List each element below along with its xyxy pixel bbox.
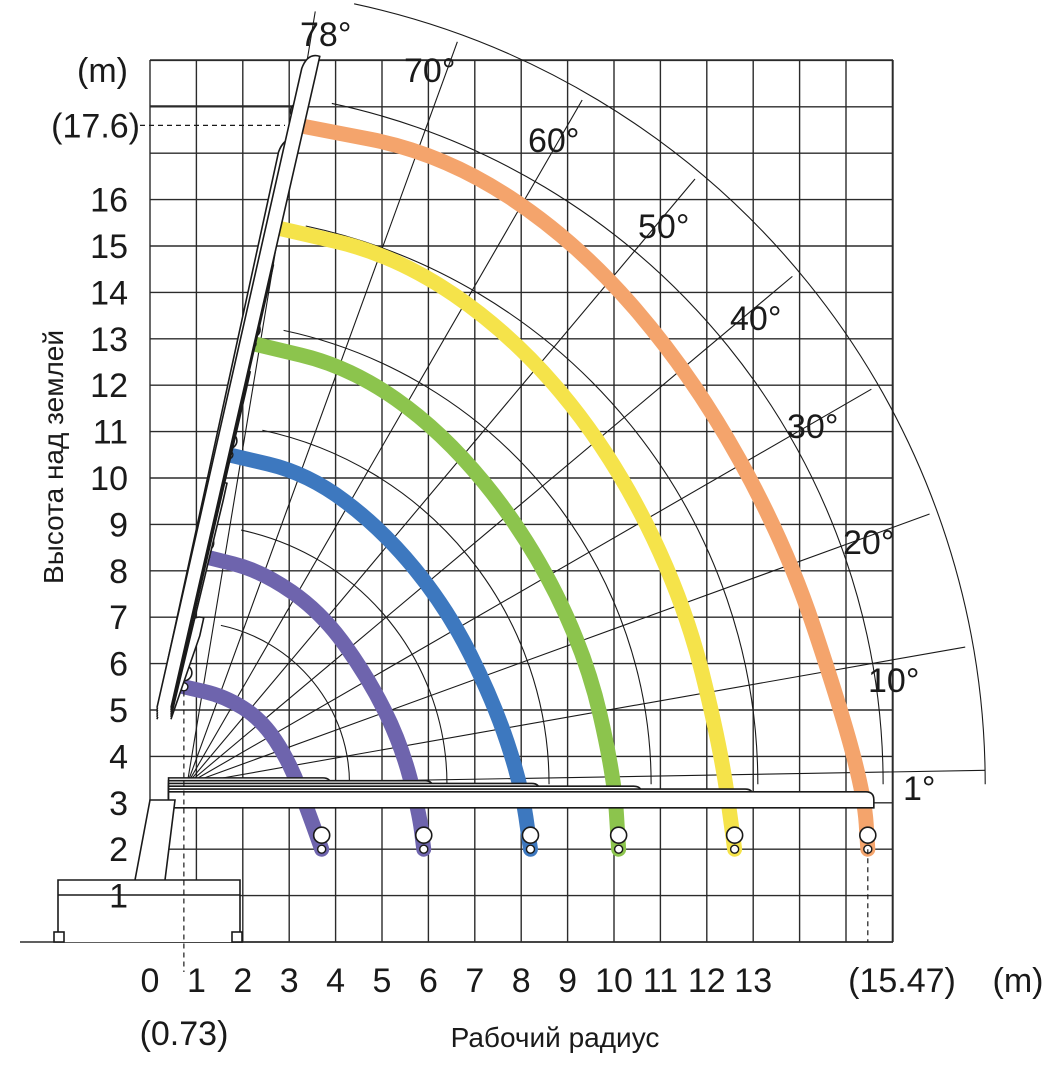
horizontal-boom-6 <box>167 791 875 809</box>
y-tick-label: 1 <box>109 878 128 916</box>
raised-boom-6 <box>156 54 321 708</box>
x-tick-label: 4 <box>326 962 345 1000</box>
radial-line-70-deg <box>186 41 458 785</box>
x-tick-label: 9 <box>558 962 577 1000</box>
angle-label-78-deg: 78° <box>300 16 351 54</box>
radial-line-40-deg <box>186 275 793 785</box>
angle-label-70-deg: 70° <box>404 52 455 90</box>
y-tick-label: 2 <box>109 831 128 869</box>
hook-block-icon <box>521 826 540 845</box>
envelope-arc-5 <box>305 225 759 785</box>
radial-line-60-deg <box>186 99 583 785</box>
boom-drawings <box>156 54 875 809</box>
x-tick-label-max: (15.47) <box>848 962 956 1000</box>
angle-label-60-deg: 60° <box>528 122 579 160</box>
outrigger-foot-left <box>53 931 65 943</box>
hook-block-icon <box>725 826 744 845</box>
trajectory-series-4 <box>244 335 627 857</box>
y-tick-label: 4 <box>109 738 128 776</box>
angle-label-50-deg: 50° <box>638 208 689 246</box>
y-tick-label-max: (17.6) <box>51 107 140 145</box>
y-tick-label: 6 <box>109 646 128 684</box>
x-tick-label: 10 <box>595 962 633 1000</box>
y-tick-label: 12 <box>90 367 128 405</box>
radial-line-30-deg <box>186 388 872 785</box>
x-tick-label: 12 <box>688 962 726 1000</box>
y-tick-label: 15 <box>90 228 128 266</box>
trajectory-series-2 <box>198 549 432 857</box>
y-axis-title: Высота над землей <box>38 330 69 584</box>
y-tick-label: 13 <box>90 321 128 359</box>
angle-label-40-deg: 40° <box>730 300 781 338</box>
angle-label-10-deg: 10° <box>868 662 919 700</box>
hook-icon <box>419 844 429 854</box>
angle-label-1-deg: 1° <box>903 770 936 808</box>
hook-icon <box>525 844 536 854</box>
y-tick-label: 9 <box>109 506 128 544</box>
x-tick-label: 3 <box>280 962 299 1000</box>
y-tick-label: 16 <box>90 182 128 220</box>
x-tick-label-min: (0.73) <box>140 1015 229 1053</box>
x-tick-label: 6 <box>419 962 438 1000</box>
hook-block-icon <box>414 826 433 845</box>
angle-label-20-deg: 20° <box>843 524 894 562</box>
y-tick-label: 11 <box>93 414 128 452</box>
trajectory-series-3 <box>221 447 538 857</box>
hook-block-icon <box>859 826 877 845</box>
x-tick-label: 13 <box>734 962 772 1000</box>
x-tick-label: 1 <box>187 962 206 1000</box>
truck-base <box>53 124 869 972</box>
x-unit-label: (m) <box>993 962 1044 1000</box>
hook-block-icon <box>609 826 628 845</box>
outer-envelope-arc <box>353 3 986 785</box>
outrigger-foot-right <box>231 931 243 943</box>
x-tick-label: 0 <box>141 962 160 1000</box>
x-tick-label: 11 <box>643 962 678 1000</box>
hook-block-icon <box>312 826 331 845</box>
boom-envelope-arcs <box>220 3 986 785</box>
y-tick-label: 3 <box>109 785 128 823</box>
trajectory-series-6 <box>290 117 876 857</box>
trajectory-series-5 <box>267 219 743 857</box>
y-tick-label: 10 <box>90 460 128 498</box>
y-tick-label: 14 <box>90 274 128 312</box>
radial-line-20-deg <box>186 513 930 785</box>
y-tick-label: 8 <box>109 553 128 591</box>
envelope-arc-6 <box>331 102 884 785</box>
hook-icon <box>613 844 624 854</box>
envelope-arc-2 <box>241 529 448 785</box>
x-tick-label: 2 <box>233 962 252 1000</box>
trajectory-series-1 <box>176 679 330 857</box>
x-tick-label: 5 <box>373 962 392 1000</box>
y-unit-label: (m) <box>77 52 128 90</box>
x-axis-title: Рабочий радиус <box>451 1022 660 1053</box>
crane-base <box>57 799 241 942</box>
hook-icon <box>729 844 740 854</box>
envelope-arc-4 <box>283 329 652 785</box>
y-tick-label: 7 <box>109 599 128 637</box>
envelope-arc-3 <box>262 429 550 785</box>
x-tick-label: 7 <box>465 962 484 1000</box>
hook-icon <box>316 844 327 854</box>
x-tick-label: 8 <box>512 962 531 1000</box>
envelope-arc-1 <box>220 624 351 785</box>
y-tick-label: 5 <box>109 692 128 730</box>
angle-label-30-deg: 30° <box>787 408 838 446</box>
